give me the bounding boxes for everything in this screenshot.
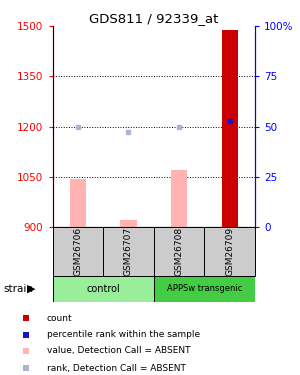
Bar (52, 227, 103, 276)
Bar (70, 179, 86, 227)
Bar (154, 276, 255, 302)
Text: GSM26708: GSM26708 (175, 226, 184, 276)
Bar (52, 276, 154, 302)
Text: GSM26709: GSM26709 (225, 226, 234, 276)
Text: ▶: ▶ (27, 284, 36, 294)
Bar (204, 227, 255, 276)
Text: percentile rank within the sample: percentile rank within the sample (47, 330, 200, 339)
Bar (171, 170, 187, 227)
Text: GSM26707: GSM26707 (124, 226, 133, 276)
Title: GDS811 / 92339_at: GDS811 / 92339_at (89, 12, 218, 25)
Text: strain: strain (3, 284, 33, 294)
Text: rank, Detection Call = ABSENT: rank, Detection Call = ABSENT (47, 364, 186, 373)
Bar (222, 30, 238, 227)
Text: APPSw transgenic: APPSw transgenic (167, 284, 242, 293)
Text: value, Detection Call = ABSENT: value, Detection Call = ABSENT (47, 346, 190, 355)
Bar (103, 227, 154, 276)
Bar (154, 227, 204, 276)
Text: control: control (86, 284, 120, 294)
Bar (120, 220, 136, 227)
Text: GSM26706: GSM26706 (73, 226, 82, 276)
Text: count: count (47, 314, 73, 322)
